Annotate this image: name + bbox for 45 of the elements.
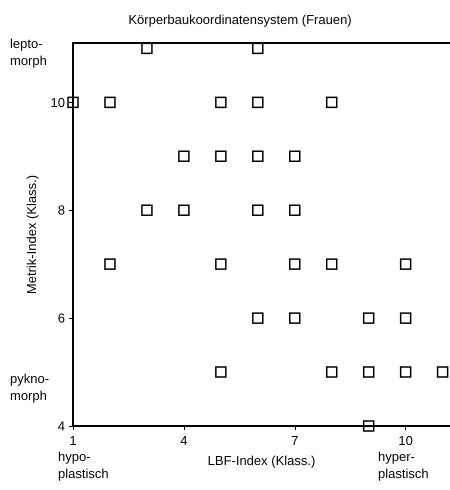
point [289,312,301,324]
point [252,42,264,54]
point [104,96,116,108]
point [362,312,374,324]
point [400,258,412,270]
point [104,258,116,270]
point [362,420,374,432]
point [215,96,227,108]
point [215,366,227,378]
point [178,150,190,162]
text: hyper- plastisch [378,449,429,481]
point [141,42,153,54]
y-axis-title: Metrik-Index (Klass.) [24,174,39,294]
point [215,258,227,270]
x-tick-label: 10 [398,433,413,448]
point [326,258,338,270]
point [289,150,301,162]
point [252,96,264,108]
x-tick-label: 7 [291,433,298,448]
point [252,150,264,162]
point [400,366,412,378]
point [289,204,301,216]
point [326,96,338,108]
point [289,258,301,270]
point [362,366,374,378]
y-tick-label: 8 [58,202,65,218]
chart-title: Körperbaukoordinatensystem (Frauen) [128,12,352,27]
text: lepto- morph [10,36,47,68]
point [326,366,338,378]
point [252,312,264,324]
point [178,204,190,216]
point [141,204,153,216]
y-tick-label: 10 [50,94,65,110]
point [67,96,79,108]
point [400,312,412,324]
text: pykno- morph [10,371,50,403]
x-axis-title: LBF-Index (Klass.) [208,453,316,468]
y-tick-label: 6 [58,310,65,326]
point [436,366,448,378]
text: hypo- plastisch [58,449,109,481]
x-tick-label: 1 [69,433,77,448]
point [215,150,227,162]
point [252,204,264,216]
x-tick-label: 4 [180,433,188,448]
y-tick-label: 4 [58,418,65,434]
